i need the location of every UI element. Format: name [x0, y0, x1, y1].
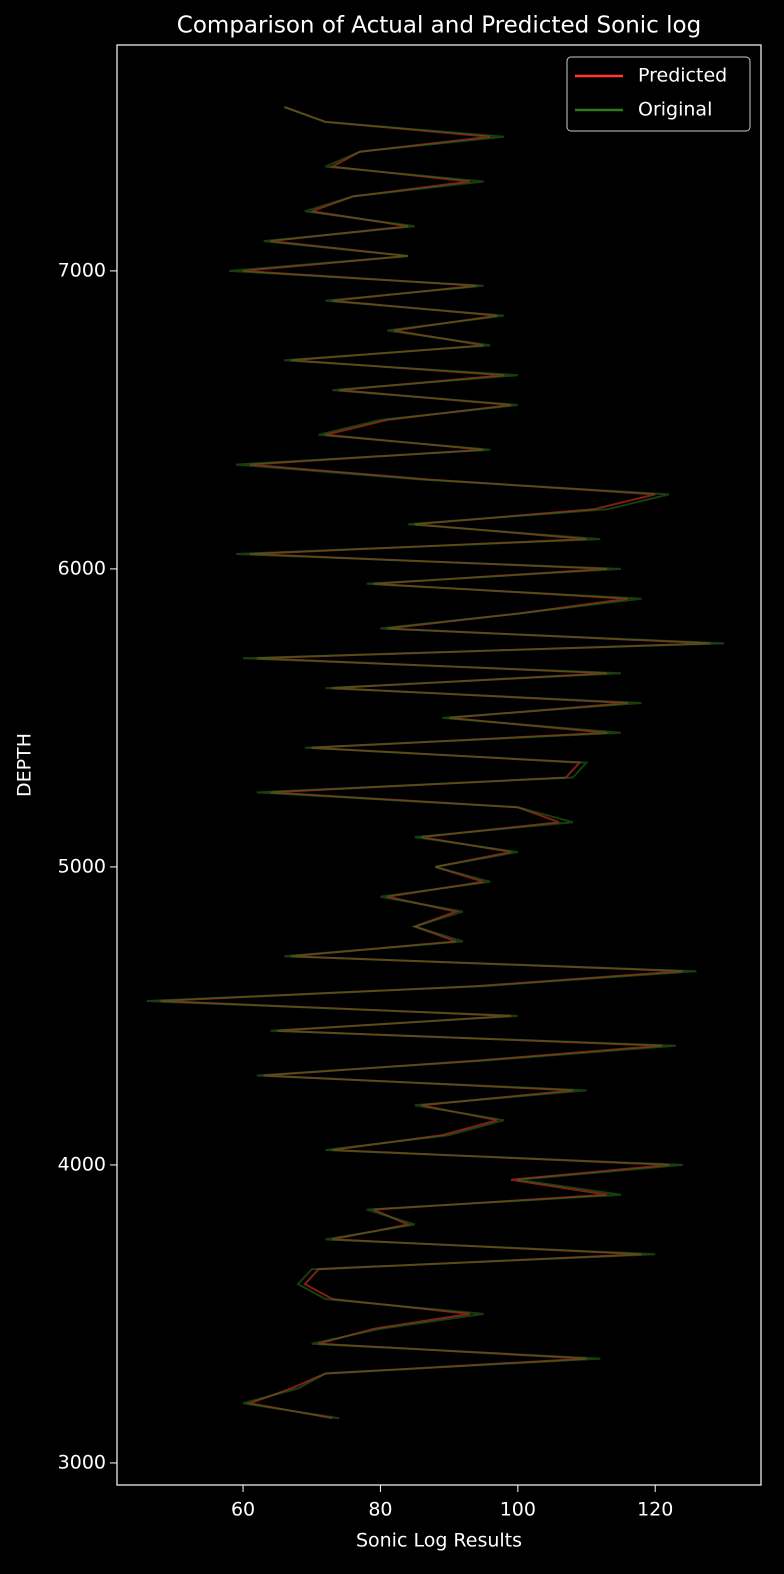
- y-tick-label: 3000: [58, 1451, 106, 1473]
- x-tick-label: 60: [231, 1499, 255, 1521]
- x-tick-label: 100: [500, 1499, 536, 1521]
- y-tick-label: 5000: [58, 855, 106, 877]
- data-line: [160, 106, 711, 1420]
- x-tick-label: 120: [637, 1499, 673, 1521]
- legend-label: Predicted: [638, 65, 727, 87]
- legend-label: Original: [638, 99, 712, 121]
- chart-title: Comparison of Actual and Predicted Sonic…: [177, 13, 701, 39]
- y-tick-label: 4000: [58, 1153, 106, 1175]
- x-axis-label: Sonic Log Results: [356, 1530, 522, 1552]
- y-tick-label: 6000: [58, 557, 106, 579]
- data-line: [146, 106, 724, 1420]
- x-tick-label: 80: [368, 1499, 392, 1521]
- y-tick-label: 7000: [58, 259, 106, 281]
- plot-frame: [116, 44, 762, 1486]
- y-axis-label: DEPTH: [14, 733, 36, 797]
